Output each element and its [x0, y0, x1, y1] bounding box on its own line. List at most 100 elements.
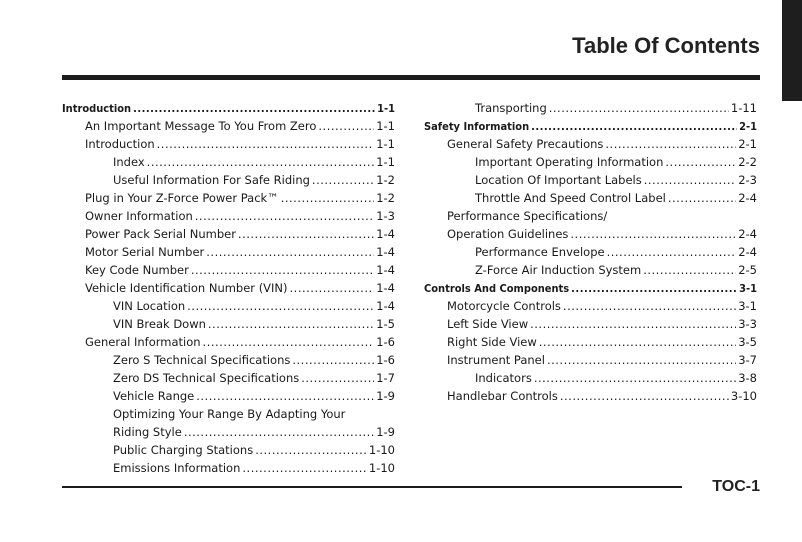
toc-entry-title: Important Operating Information [475, 154, 664, 169]
toc-entry-page: 1-4 [376, 226, 395, 241]
toc-entry[interactable]: Zero DS Technical Specifications 1-7 [62, 369, 395, 387]
toc-entry[interactable]: Performance Envelope 2-4 [424, 243, 757, 261]
dot-leader [184, 425, 374, 440]
toc-entry[interactable]: Optimizing Your Range By Adapting Your [62, 405, 395, 423]
toc-entry[interactable]: Left Side View 3-3 [424, 315, 757, 333]
toc-entry[interactable]: Public Charging Stations 1-10 [62, 441, 395, 459]
dot-leader [530, 317, 736, 332]
toc-entry[interactable]: Location Of Important Labels 2-3 [424, 171, 757, 189]
dot-leader [238, 227, 374, 242]
dot-leader [301, 371, 374, 386]
toc-entry[interactable]: Useful Information For Safe Riding 1-2 [62, 171, 395, 189]
toc-entry[interactable]: VIN Break Down 1-5 [62, 315, 395, 333]
toc-entry-page: 1-6 [376, 352, 395, 367]
toc-entry-page: 1-3 [376, 208, 395, 223]
dot-leader [318, 119, 374, 134]
toc-entry-page: 1-1 [376, 118, 395, 133]
dot-leader [563, 299, 736, 314]
toc-entry[interactable]: Z-Force Air Induction System 2-5 [424, 261, 757, 279]
toc-entry-title: VIN Break Down [113, 316, 206, 331]
toc-entry-page: 2-3 [738, 172, 757, 187]
toc-entry-title: Z-Force Air Induction System [475, 262, 642, 277]
toc-entry[interactable]: An Important Message To You From Zero 1-1 [62, 117, 395, 135]
toc-entry[interactable]: Riding Style 1-9 [62, 423, 395, 441]
toc-entry[interactable]: Owner Information 1-3 [62, 207, 395, 225]
toc-entry[interactable]: Power Pack Serial Number 1-4 [62, 225, 395, 243]
toc-left-column: Introduction1-1An Important Message To Y… [62, 99, 395, 477]
dot-leader [203, 335, 375, 350]
toc-entry[interactable]: Motorcycle Controls 3-1 [424, 297, 757, 315]
dot-leader [208, 317, 374, 332]
toc-entry-page: 2-1 [738, 136, 757, 151]
toc-entry-page: 1-4 [376, 298, 395, 313]
toc-entry[interactable]: Right Side View 3-5 [424, 333, 757, 351]
toc-entry[interactable]: Operation Guidelines 2-4 [424, 225, 757, 243]
toc-entry[interactable]: Transporting 1-11 [424, 99, 757, 117]
toc-entry[interactable]: Zero S Technical Specifications 1-6 [62, 351, 395, 369]
toc-entry-title: Emissions Information [113, 460, 241, 475]
toc-entry[interactable]: Plug in Your Z-Force Power Pack™ 1-2 [62, 189, 395, 207]
toc-entry-page: 1-7 [376, 370, 395, 385]
toc-entry[interactable]: Emissions Information 1-10 [62, 459, 395, 477]
toc-entry-page: 1-10 [368, 460, 395, 475]
toc-entry-title: Location Of Important Labels [475, 172, 642, 187]
toc-entry-page: 2-5 [738, 262, 757, 277]
dot-leader [281, 191, 375, 206]
toc-entry-page: 1-11 [730, 100, 757, 115]
dot-leader [206, 245, 374, 260]
toc-entry[interactable]: Throttle And Speed Control Label 2-4 [424, 189, 757, 207]
toc-entry[interactable]: Instrument Panel 3-7 [424, 351, 757, 369]
toc-entry[interactable]: General Information 1-6 [62, 333, 395, 351]
toc-entry-title: Key Code Number [85, 262, 189, 277]
toc-entry[interactable]: Introduction 1-1 [62, 135, 395, 153]
toc-entry-page: 2-4 [738, 190, 757, 205]
toc-entry-title: Index [113, 154, 145, 169]
dot-leader [157, 137, 375, 152]
dot-leader [665, 155, 736, 170]
toc-entry-title: Vehicle Identification Number (VIN) [85, 280, 288, 295]
dot-leader [147, 155, 375, 170]
toc-entry-page: 1-9 [376, 424, 395, 439]
toc-entry-page: 3-10 [730, 388, 757, 403]
dot-leader [531, 119, 737, 134]
dot-leader [312, 173, 374, 188]
toc-entry-page: 1-4 [376, 244, 395, 259]
toc-entry[interactable]: Indicators 3-8 [424, 369, 757, 387]
toc-entry[interactable]: Vehicle Range 1-9 [62, 387, 395, 405]
toc-entry-title: Indicators [475, 370, 532, 385]
toc-entry-title: Plug in Your Z-Force Power Pack™ [85, 190, 279, 205]
toc-entry-title: Left Side View [447, 316, 529, 331]
toc-entry-title: Optimizing Your Range By Adapting Your [113, 406, 346, 421]
dot-leader [242, 461, 367, 476]
toc-entry-title: Zero S Technical Specifications [113, 352, 291, 367]
toc-entry[interactable]: Performance Specifications/ [424, 207, 757, 225]
toc-entry[interactable]: VIN Location 1-4 [62, 297, 395, 315]
toc-entry-title: Handlebar Controls [447, 388, 558, 403]
toc-entry[interactable]: Key Code Number 1-4 [62, 261, 395, 279]
toc-entry-page: 1-6 [376, 334, 395, 349]
toc-entry[interactable]: Vehicle Identification Number (VIN) 1-4 [62, 279, 395, 297]
toc-entry-page: 1-5 [376, 316, 395, 331]
toc-entry[interactable]: Motor Serial Number 1-4 [62, 243, 395, 261]
toc-section-heading[interactable]: Controls And Components 3-1 [424, 279, 757, 297]
toc-entry-page: 1-10 [368, 442, 395, 457]
toc-entry[interactable]: Handlebar Controls 3-10 [424, 387, 757, 405]
dot-leader [644, 173, 736, 188]
side-tab [782, 0, 802, 101]
dot-leader [607, 245, 737, 260]
toc-entry-page: 1-9 [376, 388, 395, 403]
toc-section-heading[interactable]: Safety Information 2-1 [424, 117, 757, 135]
toc-entry-title: Useful Information For Safe Riding [113, 172, 310, 187]
dot-leader [195, 209, 374, 224]
toc-entry-title: Owner Information [85, 208, 193, 223]
dot-leader [292, 353, 374, 368]
toc-section-heading[interactable]: Introduction 1-1 [62, 99, 395, 117]
toc-entry[interactable]: Important Operating Information 2-2 [424, 153, 757, 171]
toc-entry-page: 1-4 [376, 280, 395, 295]
toc-entry[interactable]: General Safety Precautions 2-1 [424, 135, 757, 153]
toc-entry-page: 3-1 [739, 281, 757, 295]
toc-entry-title: Throttle And Speed Control Label [475, 190, 666, 205]
toc-entry-page: 1-1 [376, 154, 395, 169]
toc-entry[interactable]: Index 1-1 [62, 153, 395, 171]
toc-entry-title: Motorcycle Controls [447, 298, 561, 313]
